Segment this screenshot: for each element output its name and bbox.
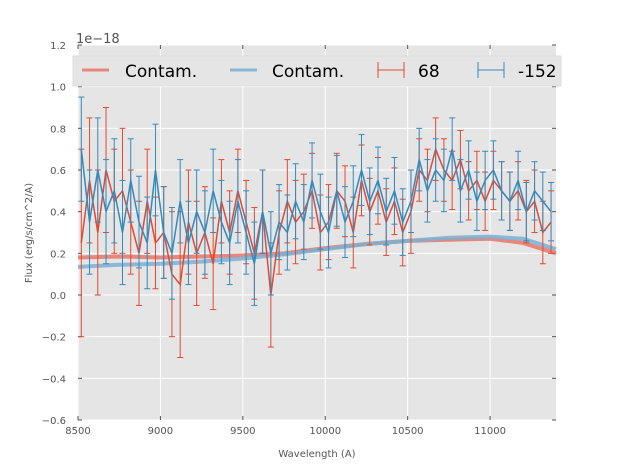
y-tick-label: 0.0 xyxy=(50,291,66,302)
y-tick-label: 0.4 xyxy=(50,208,66,219)
y-tick-label: 1.0 xyxy=(50,83,66,94)
y-tick-label: −0.6 xyxy=(42,416,66,427)
x-axis-label: Wavelength (A) xyxy=(278,449,355,460)
y-tick-label: −0.4 xyxy=(42,374,66,385)
y-tick-label: −0.2 xyxy=(42,333,66,344)
legend: Contam. Contam. 68 -152 xyxy=(72,55,562,87)
legend-box xyxy=(72,55,562,87)
plot-area xyxy=(78,45,556,420)
y-axis-label: Flux (erg/s/cm^2/A) xyxy=(24,183,35,283)
y-tick-label: 0.6 xyxy=(50,166,66,177)
y-tick-label: 1.2 xyxy=(50,41,66,52)
legend-label: Contam. xyxy=(272,62,344,82)
x-tick-label: 10500 xyxy=(392,426,424,437)
x-tick-label: 10000 xyxy=(309,426,341,437)
series-1 xyxy=(77,234,557,269)
data-line xyxy=(80,148,552,264)
series-3 xyxy=(78,96,555,306)
x-tick-label: 11000 xyxy=(474,426,506,437)
contam-line xyxy=(77,234,557,269)
y-tick-label: 0.2 xyxy=(50,249,66,260)
y-offset-label: 1e−18 xyxy=(76,32,120,47)
legend-label: -152 xyxy=(518,62,557,82)
x-tick-label: 9000 xyxy=(148,426,173,437)
legend-label: 68 xyxy=(418,62,440,82)
y-tick-label: 0.8 xyxy=(50,124,66,135)
x-tick-label: 8500 xyxy=(65,426,90,437)
x-tick-label: 9500 xyxy=(230,426,255,437)
legend-label: Contam. xyxy=(125,62,197,82)
